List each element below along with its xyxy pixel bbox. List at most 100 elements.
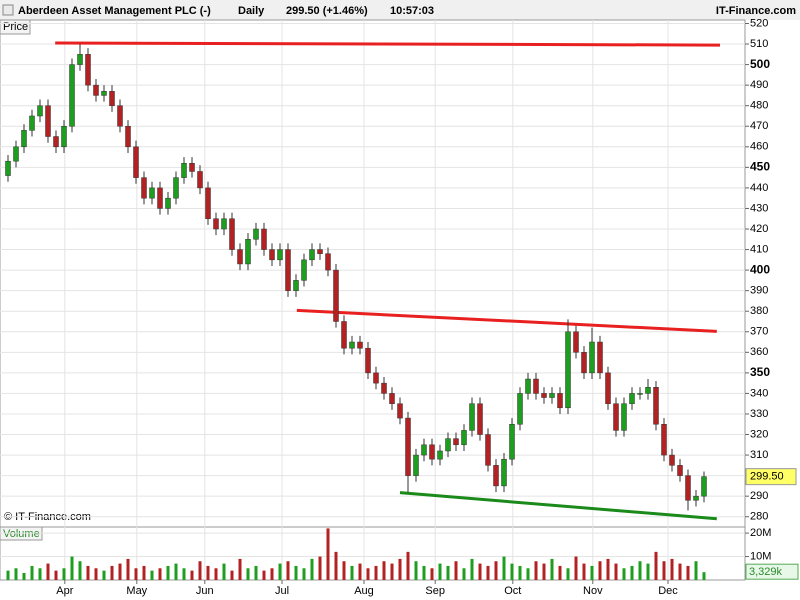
candle-body: [501, 458, 507, 487]
volume-bar: [478, 563, 482, 580]
volume-tick-label: 20M: [750, 527, 771, 539]
candle-body: [637, 393, 643, 395]
y-tick-label: 390: [750, 285, 768, 297]
volume-bar: [54, 570, 58, 580]
volume-bar: [390, 563, 394, 580]
volume-bar: [110, 565, 114, 580]
y-tick-label: 380: [750, 305, 768, 317]
volume-bar: [686, 565, 690, 580]
candle-body: [653, 387, 659, 425]
volume-bar: [102, 570, 106, 580]
x-tick-label: Jun: [196, 585, 214, 597]
x-tick-label: Dec: [658, 585, 678, 597]
volume-bar: [302, 568, 306, 580]
volume-bar: [206, 565, 210, 580]
trendline: [55, 41, 721, 47]
volume-bar: [230, 570, 234, 580]
candle-body: [429, 444, 435, 460]
candle-body: [613, 403, 619, 431]
volume-bar: [342, 561, 346, 580]
candle-body: [333, 269, 339, 322]
volume-bar: [702, 572, 706, 580]
candle-body: [277, 249, 283, 261]
time: 10:57:03: [390, 5, 434, 17]
candle-body: [237, 249, 243, 265]
candle-body: [389, 393, 395, 404]
volume-bar: [614, 563, 618, 580]
y-tick-label: 410: [750, 243, 768, 255]
volume-bar: [238, 558, 242, 580]
volume-bar: [86, 565, 90, 580]
candle-body: [365, 347, 371, 374]
candle-body: [189, 162, 195, 172]
candle-body: [197, 171, 203, 189]
volume-bar: [334, 551, 338, 580]
candle-body: [285, 249, 291, 291]
candle-body: [461, 430, 467, 446]
y-tick-label: 520: [750, 17, 768, 29]
candle-body: [53, 136, 59, 148]
candle-body: [557, 393, 563, 409]
candle-body: [101, 91, 107, 96]
volume-bar: [470, 558, 474, 580]
quote: 299.50 (+1.46%): [286, 5, 368, 17]
candle-body: [157, 187, 163, 209]
period: Daily: [238, 5, 265, 17]
volume-bar: [502, 556, 506, 580]
candle-body: [493, 465, 499, 487]
candle-body: [93, 84, 99, 96]
volume-bar: [366, 568, 370, 580]
candle-body: [21, 130, 27, 148]
volume-bar: [550, 558, 554, 580]
x-tick-label: Nov: [583, 585, 603, 597]
volume-bar: [214, 568, 218, 580]
candle-body: [477, 403, 483, 435]
volume-bar: [374, 565, 378, 580]
candle-body: [149, 187, 155, 199]
volume-bar: [78, 561, 82, 580]
volume-bar: [438, 563, 442, 580]
volume-bar: [558, 565, 562, 580]
y-tick-label: 490: [750, 79, 768, 91]
candle-body: [77, 54, 83, 65]
header-bar: [0, 0, 800, 20]
price-label: Price: [3, 21, 28, 33]
candle-body: [589, 341, 595, 374]
volume-bar: [254, 565, 258, 580]
volume-bar: [350, 565, 354, 580]
y-tick-label: 330: [750, 408, 768, 420]
symbol: Aberdeen Asset Management PLC (-): [18, 5, 211, 17]
y-tick-label: 400: [750, 262, 770, 276]
volume-bar: [246, 568, 250, 580]
candle-body: [525, 378, 531, 394]
volume-bar: [94, 568, 98, 580]
y-tick-label: 430: [750, 202, 768, 214]
candle-body: [221, 218, 227, 230]
candle-body: [125, 126, 131, 148]
candle-body: [69, 64, 75, 127]
volume-bar: [166, 565, 170, 580]
candle-body: [29, 115, 35, 131]
volume-bar: [38, 568, 42, 580]
menu-icon[interactable]: [2, 4, 14, 16]
candle-body: [541, 393, 547, 398]
volume-bar: [590, 565, 594, 580]
volume-bar: [118, 563, 122, 580]
volume-bar: [422, 565, 426, 580]
volume-bar: [358, 563, 362, 580]
volume-bar: [278, 563, 282, 580]
candle-body: [373, 372, 379, 384]
trendline: [296, 308, 717, 333]
volume-bar: [158, 568, 162, 580]
y-tick-label: 370: [750, 326, 768, 338]
candle-body: [229, 218, 235, 250]
last-volume-label: 3,329k: [749, 566, 783, 578]
volume-bar: [262, 570, 266, 580]
volume-bar: [398, 558, 402, 580]
x-tick-label: Aug: [354, 585, 374, 597]
volume-bar: [134, 568, 138, 580]
volume-bar: [670, 558, 674, 580]
volume-bar: [430, 568, 434, 580]
candle-body: [397, 403, 403, 419]
